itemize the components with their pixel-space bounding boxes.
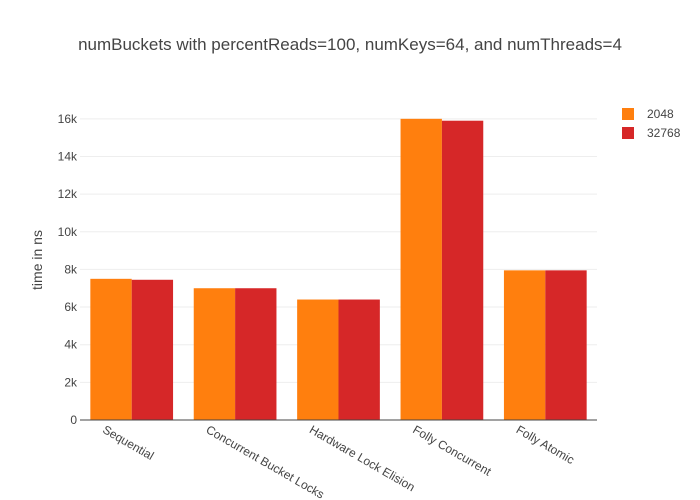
legend-label-2048[interactable]: 2048 [647,107,674,121]
x-tick-label: Folly Concurrent [410,422,494,478]
legend[interactable]: 2048 32768 [622,107,681,140]
legend-swatch-2048[interactable] [622,108,634,120]
legend-label-32768[interactable]: 32768 [647,126,681,140]
y-tick-label: 12k [58,187,78,201]
y-tick-label: 0 [70,413,77,427]
y-tick-label: 6k [64,300,78,314]
x-tick-label: Sequential [100,422,156,462]
y-tick-label: 14k [58,149,78,163]
bar-32768-2[interactable] [338,299,380,420]
y-tick-label: 2k [64,375,78,389]
bar-32768-4[interactable] [545,270,587,420]
bar-2048-3[interactable] [400,118,442,420]
y-tick-label: 16k [58,112,78,126]
bar-32768-3[interactable] [441,120,484,421]
x-tick-label: Folly Atomic [514,422,577,466]
legend-swatch-32768[interactable] [622,127,634,139]
y-tick-label: 10k [58,225,78,239]
chart-title: numBuckets with percentReads=100, numKey… [78,35,622,54]
bar-2048-4[interactable] [503,270,546,420]
bars [90,118,587,421]
bar-32768-0[interactable] [131,279,174,420]
y-axis-title: time in ns [29,230,45,290]
x-axis-ticks: Sequential Concurrent Bucket LocksHardwar… [100,422,577,500]
bar-2048-0[interactable] [90,278,132,420]
y-axis-ticks: 0 2k 4k 6k 8k 10k 12k 14k 16k [58,112,78,427]
bar-2048-2[interactable] [297,299,339,420]
y-tick-label: 4k [64,338,78,352]
bar-32768-1[interactable] [235,288,277,420]
y-tick-label: 8k [64,262,78,276]
bar-2048-1[interactable] [193,288,236,420]
x-tick-label: Hardware Lock Elision [307,422,417,494]
